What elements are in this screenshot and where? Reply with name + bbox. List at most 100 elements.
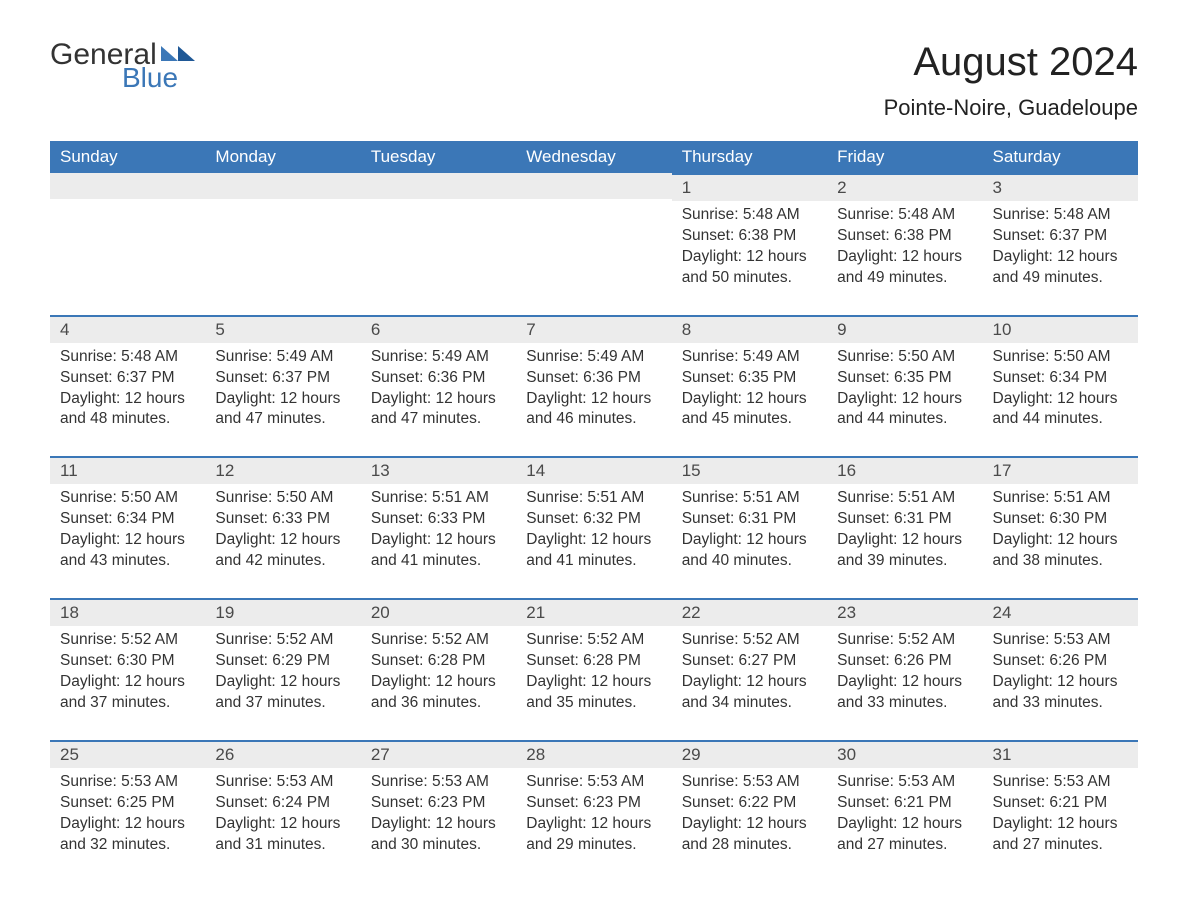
day-number: 13	[361, 456, 516, 484]
sunset-text: Sunset: 6:25 PM	[60, 793, 195, 814]
weekday-header: Tuesday	[361, 141, 516, 173]
day-body: Sunrise: 5:50 AMSunset: 6:34 PMDaylight:…	[983, 343, 1138, 457]
day-body: Sunrise: 5:50 AMSunset: 6:34 PMDaylight:…	[50, 484, 205, 598]
day-body: Sunrise: 5:53 AMSunset: 6:21 PMDaylight:…	[983, 768, 1138, 882]
sunset-text: Sunset: 6:33 PM	[215, 509, 350, 530]
sunrise-text: Sunrise: 5:51 AM	[526, 488, 661, 509]
sunset-text: Sunset: 6:27 PM	[682, 651, 817, 672]
sunset-text: Sunset: 6:34 PM	[60, 509, 195, 530]
day-body: Sunrise: 5:52 AMSunset: 6:29 PMDaylight:…	[205, 626, 360, 740]
sunset-text: Sunset: 6:36 PM	[371, 368, 506, 389]
sunset-text: Sunset: 6:33 PM	[371, 509, 506, 530]
calendar-cell: 10Sunrise: 5:50 AMSunset: 6:34 PMDayligh…	[983, 315, 1138, 457]
calendar-cell: 17Sunrise: 5:51 AMSunset: 6:30 PMDayligh…	[983, 456, 1138, 598]
daylight-text-2: and 49 minutes.	[837, 268, 972, 289]
day-body: Sunrise: 5:48 AMSunset: 6:38 PMDaylight:…	[827, 201, 982, 315]
calendar-cell: 4Sunrise: 5:48 AMSunset: 6:37 PMDaylight…	[50, 315, 205, 457]
sunset-text: Sunset: 6:30 PM	[60, 651, 195, 672]
calendar-cell: 22Sunrise: 5:52 AMSunset: 6:27 PMDayligh…	[672, 598, 827, 740]
day-body: Sunrise: 5:52 AMSunset: 6:28 PMDaylight:…	[361, 626, 516, 740]
calendar-cell: 13Sunrise: 5:51 AMSunset: 6:33 PMDayligh…	[361, 456, 516, 598]
daylight-text-2: and 47 minutes.	[371, 409, 506, 430]
calendar-cell: 11Sunrise: 5:50 AMSunset: 6:34 PMDayligh…	[50, 456, 205, 598]
daylight-text-2: and 42 minutes.	[215, 551, 350, 572]
calendar-cell: 27Sunrise: 5:53 AMSunset: 6:23 PMDayligh…	[361, 740, 516, 882]
sunrise-text: Sunrise: 5:52 AM	[837, 630, 972, 651]
sunset-text: Sunset: 6:34 PM	[993, 368, 1128, 389]
calendar-cell: 14Sunrise: 5:51 AMSunset: 6:32 PMDayligh…	[516, 456, 671, 598]
daylight-text-1: Daylight: 12 hours	[526, 389, 661, 410]
day-body: Sunrise: 5:53 AMSunset: 6:24 PMDaylight:…	[205, 768, 360, 882]
weekday-header: Monday	[205, 141, 360, 173]
day-body: Sunrise: 5:49 AMSunset: 6:35 PMDaylight:…	[672, 343, 827, 457]
sunrise-text: Sunrise: 5:48 AM	[837, 205, 972, 226]
daylight-text-2: and 37 minutes.	[215, 693, 350, 714]
day-number: 6	[361, 315, 516, 343]
calendar-week-row: 1Sunrise: 5:48 AMSunset: 6:38 PMDaylight…	[50, 173, 1138, 315]
daylight-text-2: and 44 minutes.	[993, 409, 1128, 430]
weekday-header: Saturday	[983, 141, 1138, 173]
sunset-text: Sunset: 6:29 PM	[215, 651, 350, 672]
calendar-cell: 26Sunrise: 5:53 AMSunset: 6:24 PMDayligh…	[205, 740, 360, 882]
day-body: Sunrise: 5:51 AMSunset: 6:33 PMDaylight:…	[361, 484, 516, 598]
daylight-text-2: and 33 minutes.	[993, 693, 1128, 714]
daylight-text-2: and 29 minutes.	[526, 835, 661, 856]
sunrise-text: Sunrise: 5:52 AM	[215, 630, 350, 651]
daylight-text-1: Daylight: 12 hours	[526, 530, 661, 551]
daylight-text-1: Daylight: 12 hours	[526, 672, 661, 693]
sunrise-text: Sunrise: 5:53 AM	[60, 772, 195, 793]
sunset-text: Sunset: 6:23 PM	[526, 793, 661, 814]
sunrise-text: Sunrise: 5:52 AM	[60, 630, 195, 651]
daylight-text-1: Daylight: 12 hours	[837, 247, 972, 268]
daylight-text-2: and 35 minutes.	[526, 693, 661, 714]
day-body: Sunrise: 5:53 AMSunset: 6:25 PMDaylight:…	[50, 768, 205, 882]
calendar-cell: 7Sunrise: 5:49 AMSunset: 6:36 PMDaylight…	[516, 315, 671, 457]
sunrise-text: Sunrise: 5:53 AM	[993, 772, 1128, 793]
daylight-text-1: Daylight: 12 hours	[60, 672, 195, 693]
day-number: 28	[516, 740, 671, 768]
sunrise-text: Sunrise: 5:52 AM	[371, 630, 506, 651]
title-block: August 2024 Pointe-Noire, Guadeloupe	[884, 40, 1138, 121]
sunrise-text: Sunrise: 5:53 AM	[837, 772, 972, 793]
daylight-text-2: and 43 minutes.	[60, 551, 195, 572]
calendar-cell	[516, 173, 671, 315]
day-number: 15	[672, 456, 827, 484]
day-number: 24	[983, 598, 1138, 626]
title-place: Pointe-Noire, Guadeloupe	[884, 95, 1138, 121]
day-number: 31	[983, 740, 1138, 768]
calendar-cell: 5Sunrise: 5:49 AMSunset: 6:37 PMDaylight…	[205, 315, 360, 457]
sunrise-text: Sunrise: 5:50 AM	[215, 488, 350, 509]
sunset-text: Sunset: 6:31 PM	[682, 509, 817, 530]
day-body: Sunrise: 5:50 AMSunset: 6:35 PMDaylight:…	[827, 343, 982, 457]
calendar-cell: 8Sunrise: 5:49 AMSunset: 6:35 PMDaylight…	[672, 315, 827, 457]
daylight-text-1: Daylight: 12 hours	[215, 389, 350, 410]
day-number: 17	[983, 456, 1138, 484]
sunrise-text: Sunrise: 5:51 AM	[682, 488, 817, 509]
daylight-text-2: and 38 minutes.	[993, 551, 1128, 572]
sunrise-text: Sunrise: 5:51 AM	[371, 488, 506, 509]
daylight-text-1: Daylight: 12 hours	[837, 389, 972, 410]
sunrise-text: Sunrise: 5:51 AM	[837, 488, 972, 509]
day-number: 29	[672, 740, 827, 768]
sunset-text: Sunset: 6:24 PM	[215, 793, 350, 814]
day-number: 21	[516, 598, 671, 626]
day-body: Sunrise: 5:48 AMSunset: 6:37 PMDaylight:…	[983, 201, 1138, 315]
day-body: Sunrise: 5:49 AMSunset: 6:36 PMDaylight:…	[361, 343, 516, 457]
day-number: 30	[827, 740, 982, 768]
daylight-text-1: Daylight: 12 hours	[993, 672, 1128, 693]
day-body: Sunrise: 5:49 AMSunset: 6:37 PMDaylight:…	[205, 343, 360, 457]
sunrise-text: Sunrise: 5:50 AM	[60, 488, 195, 509]
calendar-cell: 20Sunrise: 5:52 AMSunset: 6:28 PMDayligh…	[361, 598, 516, 740]
day-body: Sunrise: 5:53 AMSunset: 6:23 PMDaylight:…	[361, 768, 516, 882]
sunset-text: Sunset: 6:35 PM	[682, 368, 817, 389]
sunset-text: Sunset: 6:37 PM	[993, 226, 1128, 247]
day-number: 20	[361, 598, 516, 626]
sunrise-text: Sunrise: 5:48 AM	[682, 205, 817, 226]
sunrise-text: Sunrise: 5:51 AM	[993, 488, 1128, 509]
sunrise-text: Sunrise: 5:52 AM	[682, 630, 817, 651]
sunset-text: Sunset: 6:35 PM	[837, 368, 972, 389]
day-body: Sunrise: 5:51 AMSunset: 6:30 PMDaylight:…	[983, 484, 1138, 598]
calendar-cell: 2Sunrise: 5:48 AMSunset: 6:38 PMDaylight…	[827, 173, 982, 315]
sunset-text: Sunset: 6:32 PM	[526, 509, 661, 530]
calendar-cell: 25Sunrise: 5:53 AMSunset: 6:25 PMDayligh…	[50, 740, 205, 882]
